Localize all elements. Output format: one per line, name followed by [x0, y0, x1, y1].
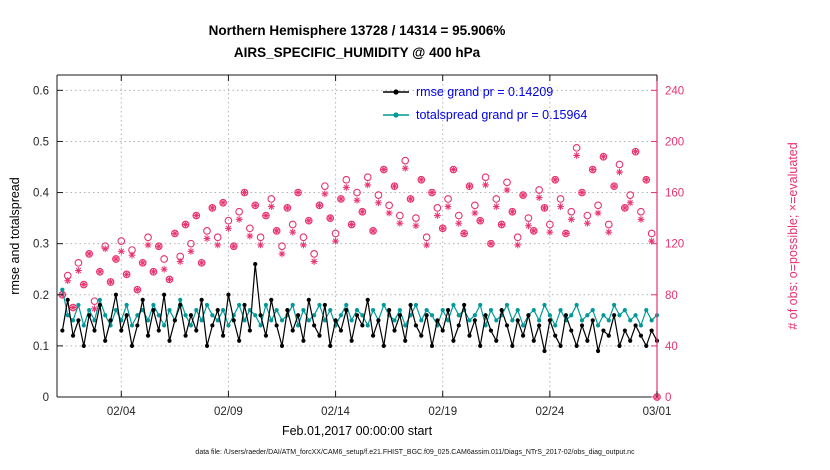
- x-axis-label: Feb.01,2017 00:00:00 start: [281, 424, 433, 438]
- tick-marks: [57, 75, 658, 398]
- svg-text:200: 200: [665, 136, 684, 148]
- svg-text:0: 0: [665, 392, 671, 404]
- svg-text:240: 240: [665, 85, 684, 97]
- totalspread-line: [60, 287, 660, 328]
- possible-obs-markers: [58, 143, 661, 401]
- legend-label-totalspread: totalspread grand pr = 0.15964: [416, 107, 588, 122]
- evaluated-obs-markers: [58, 148, 661, 401]
- grid-lines: [57, 75, 657, 397]
- legend-swatch-totalspread: [383, 111, 409, 118]
- svg-text:0.6: 0.6: [33, 85, 49, 97]
- y-axis-left-label: rmse and totalspread: [8, 177, 22, 295]
- svg-text:120: 120: [665, 239, 684, 251]
- tick-labels: 0 0.1 0.2 0.3 0.4 0.5 0.6 0 40 80 120 160 200 240 02/0…: [33, 85, 684, 418]
- y-axis-right-label: # of obs: o=possible; ×=evaluated: [786, 142, 800, 330]
- svg-text:40: 40: [665, 341, 678, 353]
- svg-text:0.2: 0.2: [33, 290, 49, 302]
- svg-text:160: 160: [665, 188, 684, 200]
- chart-title-line2: AIRS_SPECIFIC_HUMIDITY @ 400 hPa: [233, 45, 481, 60]
- svg-text:0: 0: [43, 392, 49, 404]
- svg-text:0.3: 0.3: [33, 239, 49, 251]
- svg-text:0.5: 0.5: [33, 136, 49, 148]
- axes-box: [56, 74, 658, 398]
- svg-text:0.1: 0.1: [33, 341, 49, 353]
- svg-text:02/09: 02/09: [214, 406, 243, 418]
- legend: rmse grand pr = 0.14209 totalspread grand…: [383, 80, 587, 126]
- svg-text:02/24: 02/24: [535, 406, 564, 418]
- rmse-line: [60, 262, 660, 354]
- legend-swatch-rmse: [383, 88, 409, 95]
- svg-text:02/14: 02/14: [321, 406, 350, 418]
- legend-item-totalspread: totalspread grand pr = 0.15964: [383, 103, 587, 126]
- chart-title: Northern Hemisphere 13728 / 14314 = 95.9…: [57, 20, 657, 64]
- legend-label-rmse: rmse grand pr = 0.14209: [416, 84, 554, 99]
- data-file-caption: data file: /Users/raeder/DAI/ATM_forcXX/…: [195, 449, 635, 456]
- svg-text:02/04: 02/04: [107, 406, 136, 418]
- legend-item-rmse: rmse grand pr = 0.14209: [383, 80, 587, 103]
- chart-title-line1: Northern Hemisphere 13728 / 14314 = 95.9…: [208, 23, 506, 38]
- svg-text:0.4: 0.4: [33, 188, 50, 200]
- svg-text:03/01: 03/01: [643, 406, 672, 418]
- svg-text:80: 80: [665, 290, 678, 302]
- svg-text:02/19: 02/19: [428, 406, 457, 418]
